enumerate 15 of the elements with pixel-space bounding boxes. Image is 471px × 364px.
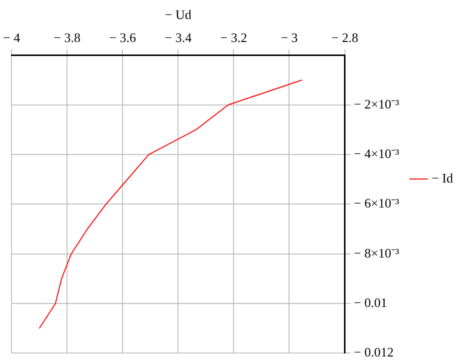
x-tick-label: − 2.8 [331, 30, 358, 45]
x-tick-label: − 3.4 [164, 30, 192, 45]
x-tick-label: − 4 [2, 30, 21, 45]
legend-label: − Id [432, 170, 454, 186]
x-tick-label: − 3.2 [220, 30, 248, 45]
y-tick-label: − 6×10⁻³ [354, 196, 400, 211]
x-axis-title: − Ud [164, 7, 192, 22]
x-tick-label: − 3.6 [109, 30, 137, 45]
x-tick-label: − 3.8 [54, 30, 80, 45]
y-tick-label: − 0.01 [354, 294, 388, 310]
x-tick-label: − 3 [280, 30, 298, 45]
y-tick-label: − 8×10⁻³ [354, 245, 400, 260]
y-tick-label: − 0.012 [354, 344, 394, 360]
y-tick-label: − 4×10⁻³ [354, 146, 400, 161]
y-tick-label: − 2×10⁻³ [354, 96, 400, 112]
